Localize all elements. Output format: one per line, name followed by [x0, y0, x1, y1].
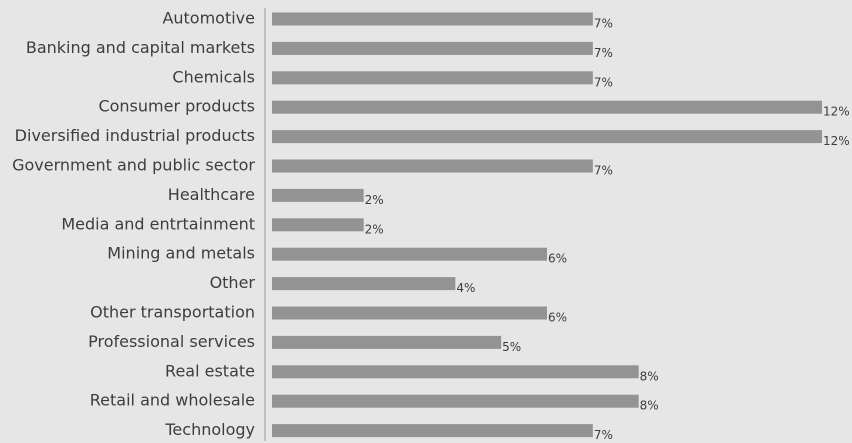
- category-label: Retail and wholesale: [90, 391, 255, 410]
- value-label: 6%: [548, 311, 567, 325]
- category-label: Technology: [164, 420, 255, 439]
- value-label: 7%: [594, 46, 613, 60]
- bar: [272, 159, 593, 173]
- category-label: Other transportation: [90, 303, 255, 322]
- value-label: 7%: [594, 164, 613, 178]
- bar: [272, 71, 593, 85]
- category-label: Consumer products: [98, 97, 255, 116]
- value-label: 2%: [365, 193, 384, 207]
- bar: [272, 41, 593, 55]
- category-labels: Automotive Banking and capital markets Che…: [12, 9, 255, 440]
- bar: [272, 365, 639, 379]
- category-label: Mining and metals: [107, 244, 255, 263]
- bar: [272, 277, 456, 291]
- category-label: Healthcare: [168, 185, 255, 204]
- value-label: 8%: [640, 369, 659, 383]
- bar: [272, 188, 364, 202]
- category-label: Media and entrtainment: [61, 214, 255, 233]
- bars: [272, 12, 822, 438]
- bar: [272, 247, 547, 261]
- bar: [272, 424, 593, 438]
- category-label: Other: [210, 273, 256, 292]
- category-label: Government and public sector: [12, 156, 255, 175]
- value-label: 7%: [594, 17, 613, 31]
- value-label: 8%: [640, 399, 659, 413]
- value-label: 12%: [823, 105, 850, 119]
- value-label: 12%: [823, 134, 850, 148]
- value-label: 7%: [594, 428, 613, 442]
- category-label: Automotive: [162, 9, 255, 28]
- bar: [272, 12, 593, 26]
- bar: [272, 335, 502, 349]
- category-label: Diversified industrial products: [15, 126, 255, 145]
- category-label: Chemicals: [172, 67, 255, 86]
- bar: [272, 306, 547, 320]
- value-label: 2%: [365, 222, 384, 236]
- value-label: 6%: [548, 252, 567, 266]
- bar: [272, 100, 822, 114]
- category-label: Real estate: [165, 361, 255, 380]
- value-label: 5%: [502, 340, 521, 354]
- category-label: Professional services: [88, 332, 255, 351]
- value-label: 7%: [594, 75, 613, 89]
- category-label: Banking and capital markets: [26, 38, 255, 57]
- value-labels: 7% 7% 7% 12% 12% 7% 2% 2% 6% 4% 6% 5% 8% 8% 7%: [365, 17, 850, 443]
- bar: [272, 394, 639, 408]
- bar: [272, 130, 822, 144]
- bar: [272, 218, 364, 232]
- value-label: 4%: [456, 281, 475, 295]
